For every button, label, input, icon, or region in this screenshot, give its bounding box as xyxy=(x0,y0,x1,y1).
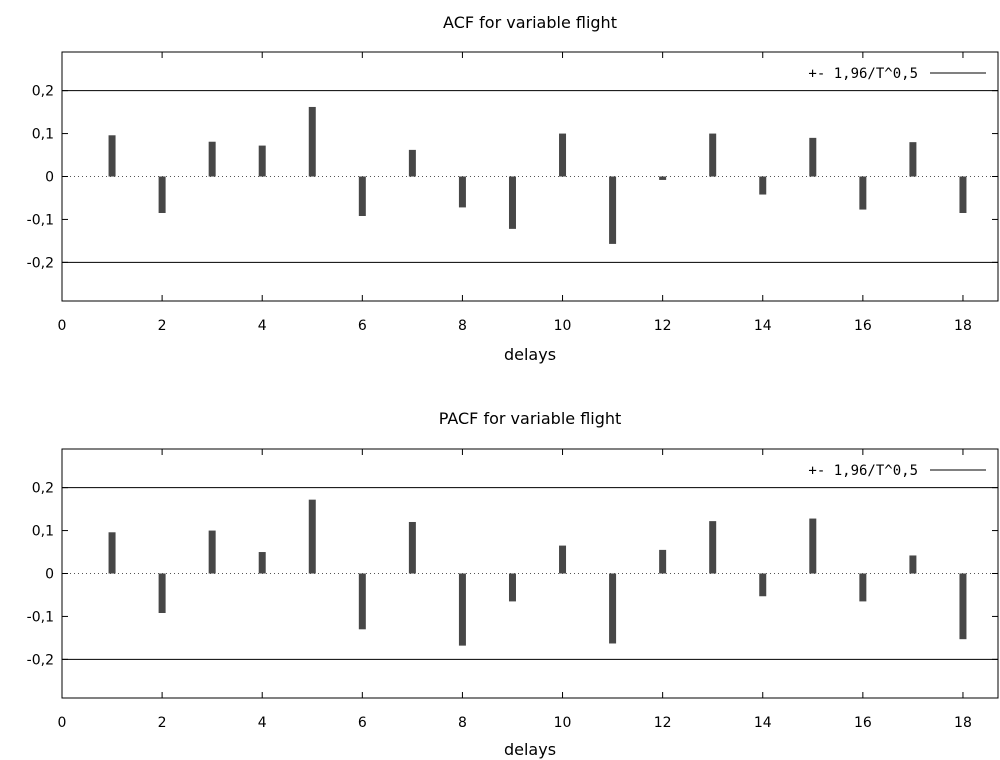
panel2-x-tick-label: 8 xyxy=(458,715,467,731)
panel1-x-tick-label: 0 xyxy=(58,318,67,334)
panel2-y-tick-label: 0,1 xyxy=(32,524,54,540)
panel1-y-tick-label: -0,2 xyxy=(27,255,54,271)
panel1-bar-lag-8 xyxy=(458,176,466,208)
panel2-bar-lag-13 xyxy=(709,521,717,574)
panel2-bar-lag-18 xyxy=(959,573,967,640)
panel1-x-tick-label: 10 xyxy=(554,318,572,334)
panel2-bar-lag-16 xyxy=(859,573,867,602)
panel2-x-tick-label: 14 xyxy=(754,715,772,731)
panel1-x-axis-label: delays xyxy=(504,345,556,364)
panel2-bar-lag-15 xyxy=(809,518,817,574)
panel1-bar-lag-2 xyxy=(158,176,166,213)
panel2-y-tick-label: -0,2 xyxy=(27,652,54,668)
panel1-x-tick-label: 6 xyxy=(358,318,367,334)
panel1-x-tick-label: 2 xyxy=(158,318,167,334)
panel2-bar-lag-2 xyxy=(158,573,166,613)
panel1-chart-title: ACF for variable flight xyxy=(443,13,617,32)
panel1-x-tick-label: 18 xyxy=(954,318,972,334)
panel2-legend-label: +- 1,96/T^0,5 xyxy=(808,463,918,479)
panel1-bar-lag-18 xyxy=(959,176,967,213)
panel1-bar-lag-10 xyxy=(559,133,567,177)
panel1-bar-lag-9 xyxy=(508,176,516,229)
panel1-x-tick-label: 4 xyxy=(258,318,267,334)
panel1-bar-lag-3 xyxy=(208,141,216,177)
panel1-bar-lag-12 xyxy=(659,176,667,180)
panel2-x-axis-label: delays xyxy=(504,740,556,759)
panel1-bar-lag-14 xyxy=(759,176,767,195)
panel2-y-tick-label: 0,2 xyxy=(32,481,54,497)
panel2-x-tick-label: 2 xyxy=(158,715,167,731)
panel2-y-tick-label: 0 xyxy=(45,567,54,583)
panel1-y-tick-label: 0,1 xyxy=(32,127,54,143)
panel1-bar-lag-7 xyxy=(408,149,416,177)
panel1-bar-lag-11 xyxy=(609,176,617,244)
panel1-bar-lag-17 xyxy=(909,142,917,177)
panel2-x-tick-label: 0 xyxy=(58,715,67,731)
panel1-bar-lag-5 xyxy=(308,106,316,177)
panel1-bar-lag-1 xyxy=(108,135,116,177)
panel2-x-tick-label: 16 xyxy=(854,715,872,731)
panel1-x-tick-label: 8 xyxy=(458,318,467,334)
panel2-bar-lag-11 xyxy=(609,573,617,644)
panel2-bar-lag-6 xyxy=(358,573,366,630)
panel2-x-tick-label: 12 xyxy=(654,715,672,731)
panel2-x-tick-label: 4 xyxy=(258,715,267,731)
panel2-bar-lag-8 xyxy=(458,573,466,646)
panel2-bar-lag-9 xyxy=(508,573,516,602)
panel1-bar-lag-16 xyxy=(859,176,867,210)
panel2-bar-lag-12 xyxy=(659,549,667,574)
panel2-x-tick-label: 10 xyxy=(554,715,572,731)
panel1-bar-lag-6 xyxy=(358,176,366,216)
panel2-x-tick-label: 6 xyxy=(358,715,367,731)
panel1-y-tick-label: 0,2 xyxy=(32,84,54,100)
panel2-bar-lag-1 xyxy=(108,532,116,574)
panel1-x-tick-label: 14 xyxy=(754,318,772,334)
panel2-bar-lag-3 xyxy=(208,530,216,574)
panel2-bar-lag-7 xyxy=(408,521,416,574)
panel2-x-tick-label: 18 xyxy=(954,715,972,731)
panel1-y-tick-label: 0 xyxy=(45,170,54,186)
panel2-bar-lag-4 xyxy=(258,552,266,574)
panel2-bar-lag-5 xyxy=(308,499,316,574)
panel1-bar-lag-13 xyxy=(709,133,717,177)
panel1-y-tick-label: -0,1 xyxy=(27,212,54,228)
panel1-bar-lag-4 xyxy=(258,145,266,177)
panel1-x-tick-label: 12 xyxy=(654,318,672,334)
panel2-chart-title: PACF for variable flight xyxy=(439,409,622,428)
panel2-bar-lag-10 xyxy=(559,545,567,574)
panel2-bar-lag-14 xyxy=(759,573,767,597)
panel1-legend-label: +- 1,96/T^0,5 xyxy=(808,66,918,82)
panel1-x-tick-label: 16 xyxy=(854,318,872,334)
panel1-bar-lag-15 xyxy=(809,137,817,177)
panel2-y-tick-label: -0,1 xyxy=(27,609,54,625)
panel2-bar-lag-17 xyxy=(909,555,917,574)
